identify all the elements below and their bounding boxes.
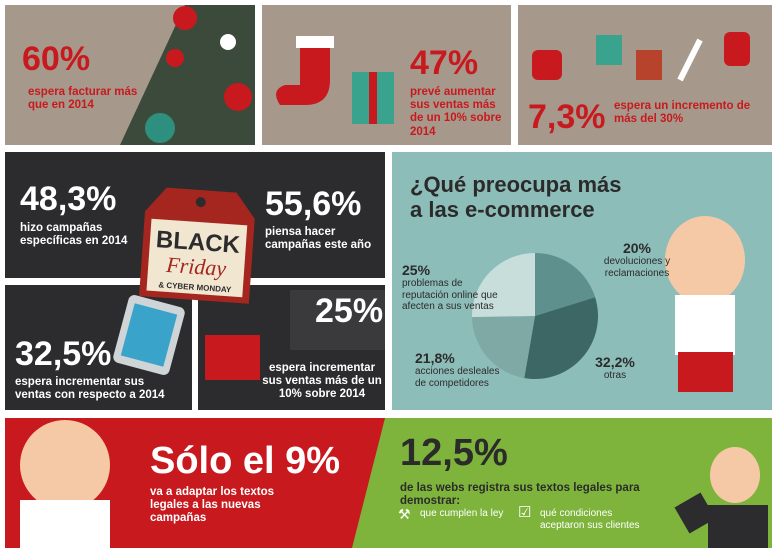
- monitor: [290, 290, 385, 350]
- judge-head: [710, 447, 760, 503]
- icon: ⚒: [398, 506, 411, 522]
- ornament: [166, 49, 184, 67]
- stat-text: hizo campañas específicas en 2014: [20, 222, 128, 248]
- tag-text: BLACK: [155, 226, 241, 259]
- pie-slice: [472, 253, 535, 317]
- category-label: acciones desleales de competidores: [415, 366, 500, 389]
- stat-value: 60%: [22, 40, 91, 78]
- pie-slice: [472, 316, 535, 379]
- stat-text: prevé aumentar sus ventas más de un 10% …: [410, 86, 502, 138]
- list-item: qué condiciones aceptaron sus clientes: [540, 508, 640, 531]
- value-label: 25%: [402, 262, 431, 278]
- ornament: [173, 6, 197, 30]
- stat-text: espera un incremento de más del 30%: [614, 100, 751, 126]
- icon: ☑: [518, 504, 532, 521]
- stat-text: espera incrementar sus ventas con respec…: [15, 376, 165, 402]
- stat-text: espera facturar más que en 2014: [28, 86, 138, 112]
- tag: BLACK Friday & CYBER MONDAY: [139, 187, 255, 304]
- category-label: devoluciones y reclamaciones: [603, 256, 671, 279]
- value-label: 21,8%: [415, 350, 455, 366]
- stocking-cuff: [296, 36, 334, 48]
- stat-value: 32,5%: [15, 335, 112, 373]
- ornament: [220, 34, 236, 50]
- tag-label: [146, 218, 248, 298]
- pie-label: 32,2% otras: [590, 354, 640, 382]
- character-head: [20, 420, 110, 510]
- stat-text: de las webs registra sus textos legales …: [400, 482, 640, 508]
- stat-text: va a adaptar los textos legales a las nu…: [150, 486, 274, 525]
- value-label: 32,2%: [595, 354, 635, 370]
- pie-slice: [535, 253, 596, 316]
- tag-text: Friday: [165, 252, 228, 281]
- stat-value: 48,3%: [20, 180, 117, 218]
- stat-value: 55,6%: [265, 185, 362, 223]
- stat-text: piensa hacer campañas este año: [265, 226, 372, 252]
- category-label: otras: [603, 370, 627, 382]
- pie-label: 25% problemas de reputación online que a…: [402, 262, 512, 313]
- judge-body: [708, 505, 768, 548]
- character-body: [675, 295, 735, 355]
- pie-label: 20% devoluciones y reclamaciones: [592, 240, 682, 279]
- stocking: [532, 50, 562, 80]
- pie-label: 21,8% acciones desleales de competidores: [415, 350, 505, 389]
- ribbon: [369, 72, 377, 124]
- stat-value: Sólo el 9%: [150, 440, 341, 482]
- ornament: [224, 83, 252, 111]
- stat-value: 25%: [315, 292, 384, 330]
- list-item: que cumplen la ley: [420, 508, 504, 519]
- tag-hole: [195, 197, 206, 208]
- badge: [674, 492, 716, 534]
- character-legs: [678, 352, 733, 392]
- pie-slice: [524, 297, 598, 380]
- stat-value: 47%: [410, 44, 479, 82]
- ornament: [145, 113, 175, 143]
- stat-value: 7,3%: [528, 98, 606, 136]
- candy-cane: [677, 38, 703, 82]
- gift: [596, 35, 622, 65]
- value-label: 20%: [622, 240, 652, 256]
- character-body: [20, 500, 110, 548]
- cart: [205, 335, 260, 380]
- tablet-screen: [120, 303, 178, 367]
- stocking: [724, 32, 750, 66]
- house: [636, 50, 662, 80]
- stat-value: 12,5%: [400, 432, 508, 474]
- chart-title: ¿Qué preocupa más a las e-commerce: [410, 172, 622, 223]
- stat-text: espera incrementar sus ventas más de un …: [262, 362, 382, 401]
- character-head: [665, 216, 745, 304]
- category-label: problemas de reputación online que afect…: [402, 278, 498, 313]
- stocking: [276, 40, 330, 105]
